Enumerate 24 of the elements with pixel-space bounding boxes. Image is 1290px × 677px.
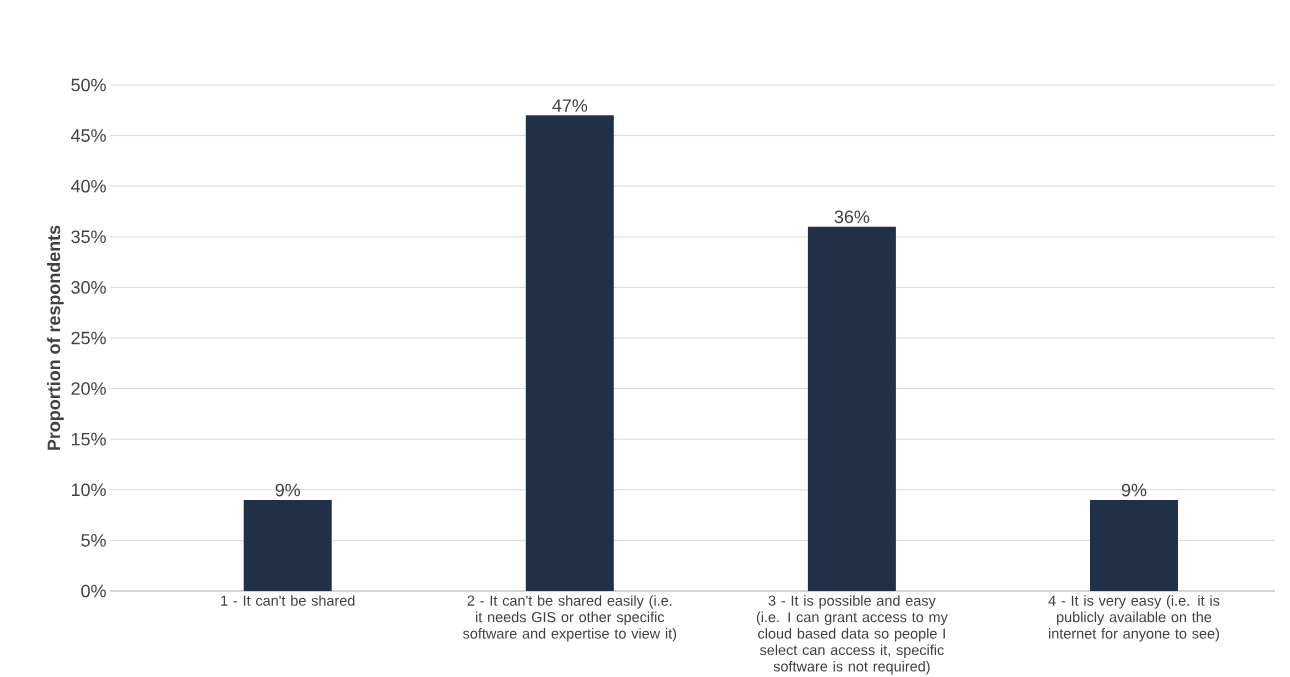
y-tick-label: 30% (71, 281, 106, 294)
x-tick-label: 2 - It can't be shared easily (i.e. it needs GIS or other specific software and expertise to view it) (463, 595, 677, 642)
x-tick-label: 1 - It can't be shared (221, 595, 355, 606)
y-tick-label: 15% (71, 432, 106, 446)
x-tick-label: 3 - It is possible and easy (i.e. I can grant access to my cloud based data so people I select can access it, specific software is not required) (756, 595, 948, 675)
y-tick-label: 45% (71, 129, 106, 142)
y-tick-label: 40% (71, 179, 106, 193)
y-tick-label: 25% (71, 331, 106, 345)
y-tick-label: 5% (81, 534, 106, 547)
y-tick-label: 0% (81, 584, 106, 598)
bar (1089, 499, 1178, 591)
data-label: 47% (552, 99, 588, 112)
y-tick-label: 35% (71, 230, 106, 244)
bar (525, 115, 614, 591)
x-tick-label: 4 - It is very easy (i.e. it is publicly available on the internet for anyone to see) (1048, 595, 1220, 642)
data-label: 9% (275, 483, 301, 497)
data-label: 36% (834, 210, 870, 224)
bar (807, 226, 896, 591)
y-tick-label: 10% (71, 483, 106, 497)
bar (243, 499, 332, 591)
y-axis-title: Proportion of respondents (47, 225, 64, 450)
y-tick-label: 20% (71, 382, 106, 395)
data-label: 9% (1121, 483, 1147, 497)
y-tick-label: 50% (71, 78, 106, 92)
